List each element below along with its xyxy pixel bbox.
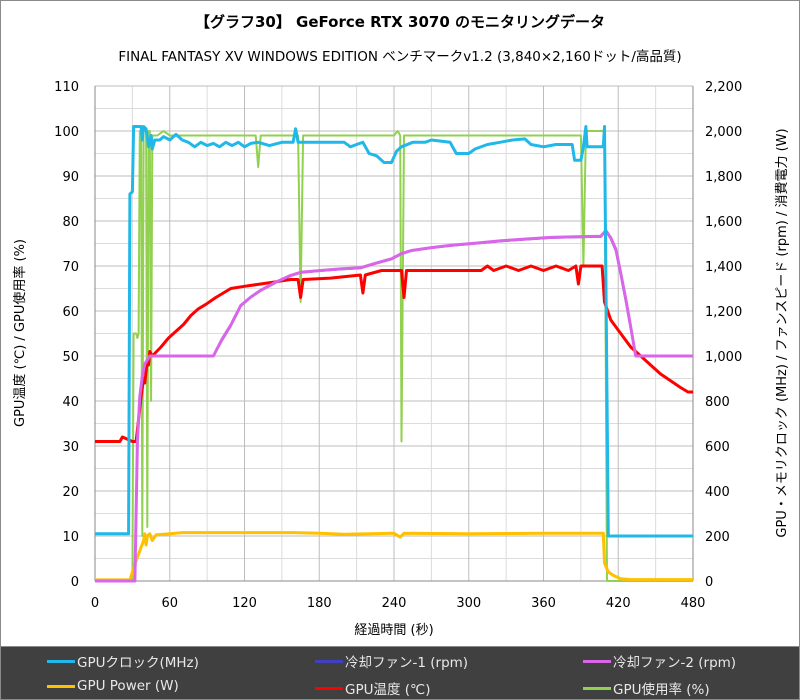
- legend-item-gpu-usage: GPU使用率 (%): [583, 678, 710, 698]
- y-tick-label-left: 60: [62, 305, 79, 320]
- legend: GPUクロック(MHz) 冷却ファン-1 (rpm) 冷却ファン-2 (rpm)…: [1, 646, 799, 699]
- x-tick-label: 60: [161, 596, 178, 611]
- legend-swatch: [47, 684, 75, 688]
- legend-swatch: [315, 659, 343, 663]
- y-tick-label-right: 1,000: [705, 350, 742, 365]
- legend-label: 冷却ファン-2 (rpm): [613, 655, 737, 671]
- legend-item-fan-1: 冷却ファン-1 (rpm): [315, 651, 468, 671]
- y-tick-label-left: 110: [54, 80, 79, 95]
- y-tick-label-right: 1,200: [705, 305, 742, 320]
- y-tick-label-right: 400: [705, 485, 730, 500]
- y-tick-label-left: 70: [62, 260, 79, 275]
- chart-subtitle: FINAL FANTASY XV WINDOWS EDITION ベンチマークv…: [118, 49, 682, 65]
- x-tick-label: 480: [681, 596, 706, 611]
- y-tick-label-right: 1,800: [705, 170, 742, 185]
- series-line-5: [95, 125, 693, 538]
- legend-swatch: [583, 659, 611, 663]
- x-tick-label: 120: [232, 596, 257, 611]
- legend-item-fan-2: 冷却ファン-2 (rpm): [583, 651, 736, 671]
- y-tick-label-left: 30: [62, 440, 79, 455]
- y-tick-label-right: 1,600: [705, 215, 742, 230]
- legend-swatch: [583, 686, 611, 690]
- x-tick-label: 180: [307, 596, 332, 611]
- chart-title: 【グラフ30】 GeForce RTX 3070 のモニタリングデータ: [194, 13, 606, 31]
- y-axis-title-left: GPU温度 (℃) / GPU使用率 (%): [12, 239, 28, 427]
- y-axis-title-right: GPU・メモリクロック (MHz) / ファンスピード (rpm) / 消費電力…: [775, 128, 790, 537]
- series-line-2: [95, 264, 693, 443]
- legend-item-gpu-clock: GPUクロック(MHz): [47, 651, 199, 671]
- y-tick-label-right: 2,000: [705, 125, 742, 140]
- x-tick-label: 240: [382, 596, 407, 611]
- x-tick-label: 420: [606, 596, 631, 611]
- x-tick-label: 0: [91, 596, 99, 611]
- legend-item-gpu-temp: GPU温度 (℃): [315, 678, 430, 698]
- y-tick-label-right: 1,400: [705, 260, 742, 275]
- y-tick-label-right: 0: [705, 575, 713, 590]
- x-tick-label: 300: [456, 596, 481, 611]
- x-tick-label: 360: [531, 596, 556, 611]
- y-tick-label-right: 2,200: [705, 80, 742, 95]
- y-tick-label-left: 80: [62, 215, 79, 230]
- series-line-1: [95, 531, 693, 582]
- legend-swatch: [47, 659, 75, 663]
- legend-label: GPU温度 (℃): [345, 682, 431, 698]
- y-tick-label-left: 50: [62, 350, 79, 365]
- series-line-4: [95, 229, 693, 583]
- legend-item-gpu-power: GPU Power (W): [47, 678, 179, 694]
- y-tick-label-left: 10: [62, 530, 79, 545]
- y-tick-label-right: 800: [705, 395, 730, 410]
- legend-label: GPU使用率 (%): [613, 682, 710, 698]
- y-tick-label-left: 40: [62, 395, 79, 410]
- y-tick-label-left: 0: [71, 575, 79, 590]
- y-tick-label-left: 20: [62, 485, 79, 500]
- y-tick-label-right: 200: [705, 530, 730, 545]
- legend-label: 冷却ファン-1 (rpm): [345, 655, 469, 671]
- chart-svg: 010203040506070809010011002004006008001,…: [12, 80, 790, 638]
- y-tick-label-left: 90: [62, 170, 79, 185]
- legend-label: GPUクロック(MHz): [77, 655, 199, 671]
- legend-swatch: [315, 686, 343, 690]
- x-axis-title: 経過時間 (秒): [354, 623, 433, 638]
- y-tick-label-left: 100: [54, 125, 79, 140]
- y-tick-label-right: 600: [705, 440, 730, 455]
- legend-label: GPU Power (W): [77, 678, 179, 694]
